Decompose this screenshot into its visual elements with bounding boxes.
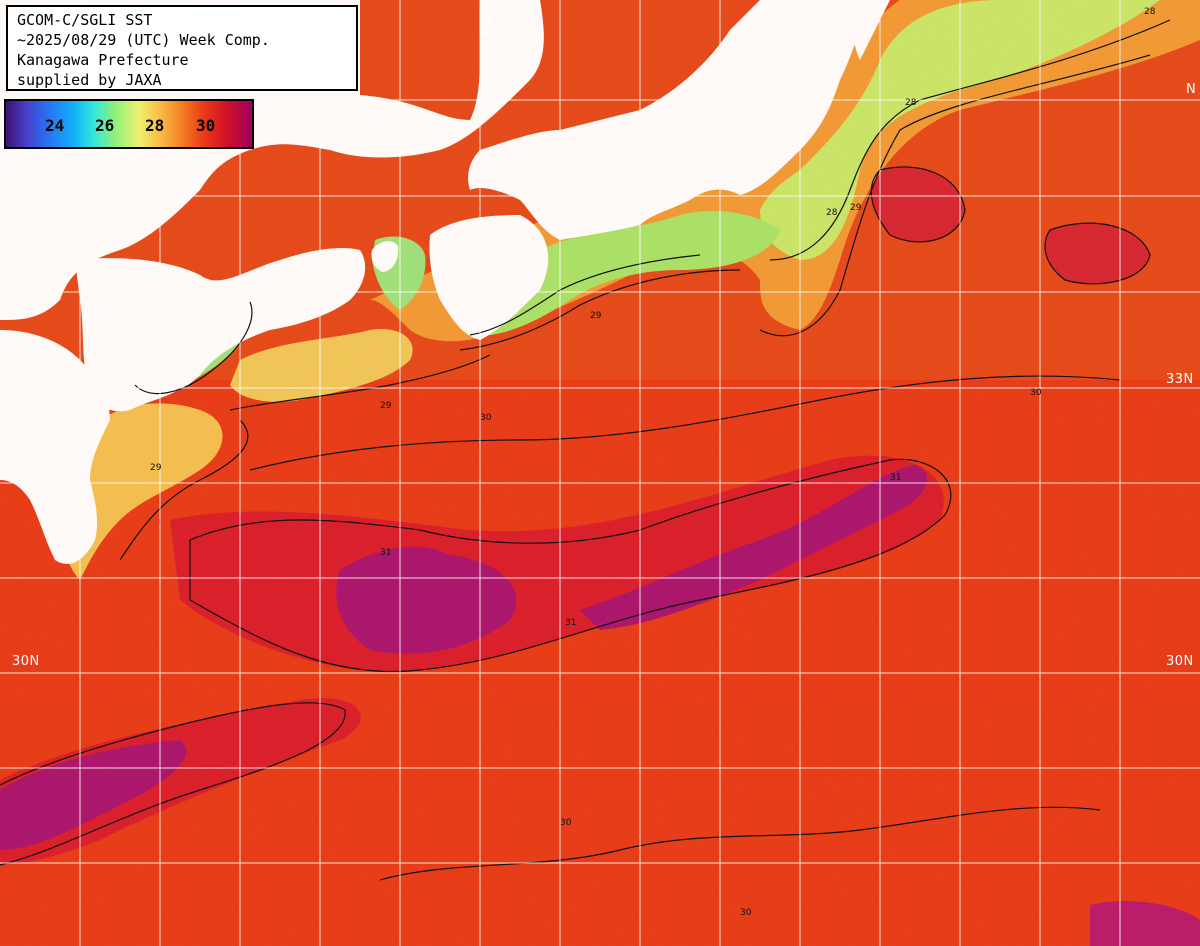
title-line-date: ~2025/08/29 (UTC) Week Comp. [17,31,270,49]
map-title-box: GCOM-C/SGLI SST ~2025/08/29 (UTC) Week C… [6,5,358,91]
contour-28-east [769,19,1171,261]
title-line-product: GCOM-C/SGLI SST [17,11,153,29]
contour-lines [0,19,1171,881]
contour-30-east [1044,222,1151,285]
contour-31-central [189,458,952,673]
contour-29-kyushu [119,419,249,561]
contour-label-28-a: 28 [826,208,838,218]
contour-label-29-b: 29 [590,311,602,321]
title-line-credit: supplied by JAXA [17,71,162,89]
contour-29-shikoku [229,354,491,411]
colorbar-tick-30: 30 [196,116,216,135]
contour-label-30-b: 30 [1030,388,1042,398]
contour-label-31-b: 31 [565,618,576,628]
contour-31-southwest [0,702,346,866]
contour-29-kii [459,269,741,351]
contour-label-30-a: 30 [480,413,492,423]
title-line-region: Kanagawa Prefecture [17,51,189,69]
contour-label-29-a: 29 [850,203,862,213]
contour-30-band [249,375,1121,471]
contour-inland-sea [134,301,253,395]
contour-30-northeast [870,166,966,243]
lat-label-top-right: N [1186,82,1197,97]
contour-29-east [759,54,1151,337]
contour-label-31-c: 31 [890,473,901,483]
colorbar-tick-26: 26 [95,116,115,135]
contour-labels: 28 28 28 29 29 29 29 30 30 30 30 31 31 3… [150,7,1156,918]
colorbar-tick-28: 28 [145,116,165,135]
lat-label-33n-right: 33N [1166,372,1194,387]
contour-label-29-d: 29 [150,463,162,473]
lat-label-30n-right: 30N [1166,654,1194,669]
contour-label-31-a: 31 [380,548,391,558]
contour-30-south [379,806,1101,881]
contour-label-30-c: 30 [560,818,572,828]
contour-label-29-c: 29 [380,401,392,411]
sst-colorbar: 24 26 28 30 [4,99,254,149]
contour-label-30-d: 30 [740,908,752,918]
contour-label-28-c: 28 [905,98,917,108]
lat-label-30n-left: 30N [12,654,40,669]
colorbar-tick-24: 24 [45,116,65,135]
contour-label-28-b: 28 [1144,7,1156,17]
lon-label-136e: 136E [482,2,497,38]
